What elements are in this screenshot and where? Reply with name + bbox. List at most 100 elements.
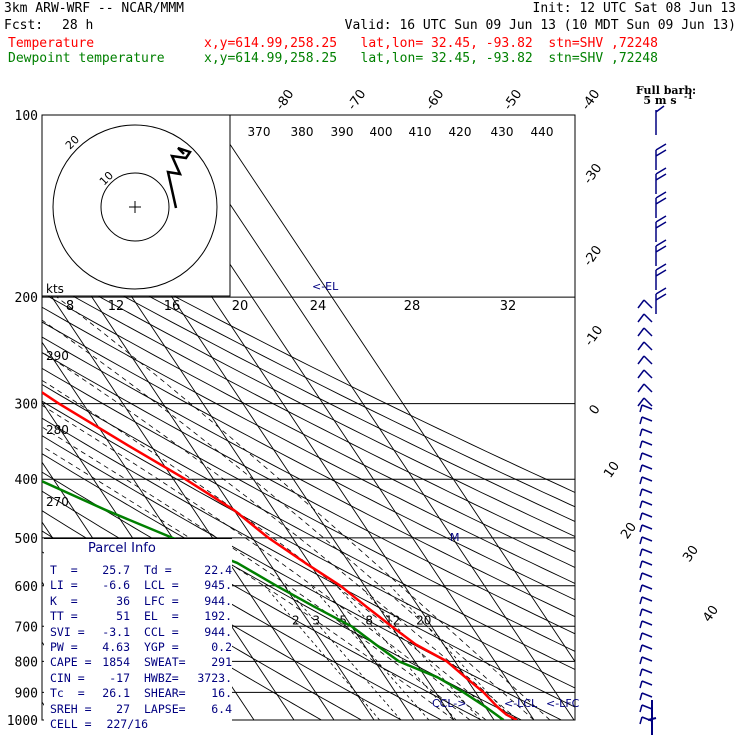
wind-barb [639,500,653,509]
dry-adiabat [42,336,575,618]
wind-barb [637,369,653,379]
wind-barbs [637,105,667,735]
wind-barb [637,341,653,351]
wind-barb [639,680,653,689]
temperature-location: x,y=614.99,258.25 lat,lon= 32.45, -93.82… [204,36,658,51]
dry-adiabat [42,278,575,553]
isotherm-right-label: 40 [700,603,722,625]
parcel-stat-label: EL = [144,609,179,624]
pressure-label: 900 [15,686,38,701]
wind-barb [655,263,667,290]
parcel-stat-label: SHEAR= [144,686,186,701]
barb-legend-title: Full barb: [636,84,696,97]
isotherm-line [210,115,575,663]
parcel-stat-value: 192. [204,609,232,624]
pressure-label: 600 [15,580,38,595]
parcel-info-panel: Parcel Info T = 25.7 Td = 22.4 LI = -6.6 LCL =… [44,538,232,731]
wind-barb [639,596,653,605]
dry-adiabat [42,237,575,508]
wind-barb [639,560,653,569]
wind-barb [647,700,657,735]
isotherm-line [42,281,335,720]
parcel-stat-value: 6.4 [211,701,232,716]
parcel-stat-label: CIN = [50,670,85,685]
parcel-row: CIN = -17 HWBZ= 3723. [50,671,232,686]
pressure-label: 800 [15,655,38,670]
mixing-ratio-line [284,585,402,720]
theta-label: 420 [449,125,472,139]
dry-adiabat [42,417,575,708]
wind-barb [639,428,653,437]
parcel-stat-value: 227/16 [106,717,148,731]
hodograph-speed-label: 32 [500,299,517,314]
theta-label: 430 [491,125,514,139]
isotherm-top-label: -60 [423,87,447,113]
moist-adiabat [56,296,551,720]
wind-barb [655,215,667,242]
hodograph-speed-label: 28 [404,299,421,314]
parcel-stat-value: 25.7 [102,563,130,577]
hodograph-speed-label: 8 [66,299,74,314]
isotherm-right-label: -20 [581,243,605,269]
wind-barb [639,404,653,413]
wind-barb [639,488,653,497]
dewpoint-location: x,y=614.99,258.25 lat,lon= 32.45, -93.82… [204,51,658,66]
parcel-row: CELL = 227/16 [50,717,232,732]
parcel-stat-label: LAPSE= [144,701,186,716]
isotherm-right-label: 10 [601,459,623,481]
parcel-row: CAPE = 1854 SWEAT= 291 [50,655,232,670]
wind-barb [639,512,653,521]
wind-barb [639,572,653,581]
mixing-ratio-label: 8 [365,613,373,627]
hodograph-speed-label: 24 [310,299,327,314]
wind-barb [637,327,653,337]
theta-label: 370 [248,125,271,139]
parcel-stat-value: 27 [116,701,130,716]
isotherm-line [42,221,375,720]
parcel-stat-label: Tc = [50,686,85,701]
init-time: Init: 12 UTC Sat 08 Jun 13 [532,1,737,16]
valid-time: Valid: 16 UTC Sun 09 Jun 13 (10 MDT Sun … [344,18,736,33]
wind-barb [639,548,653,557]
parcel-stat-value: -3.1 [102,624,130,639]
pressure-label: 500 [15,532,38,547]
moist-adiabat [42,426,471,720]
wind-barb [639,620,653,629]
barb-legend-value: 5 m s [643,94,676,107]
model-title: 3km ARW-WRF -- NCAR/MMM [4,1,185,16]
isotherm-right-label: 0 [587,402,604,417]
wind-barb [655,167,667,194]
parcel-stat-value: 944. [204,593,232,608]
isotherm-top-label: -80 [273,87,297,113]
parcel-row: TT = 51 EL = 192. [50,609,232,624]
moist-adiabat [42,351,519,720]
isotherm-line [170,115,575,720]
wind-barb [637,299,653,309]
parcel-row: SVI = -3.1 CCL = 944. [50,625,232,640]
mixing-level-marker: M [450,531,460,544]
moist-adiabat [42,379,503,720]
temperature-legend: Temperature [8,36,95,51]
parcel-stat-value: 291 [211,655,232,670]
hodograph-speed-label: 12 [108,299,125,314]
dry-adiabat [42,383,575,670]
isotherm-right-label: 20 [618,520,640,542]
wind-barb [639,656,653,665]
parcel-stat-label: K = [50,593,78,608]
isotherm-top-label: -40 [579,87,603,113]
wind-barb [655,239,667,266]
parcel-row: SREH = 27 LAPSE= 6.4 [50,702,232,717]
wind-barb [639,452,653,461]
mixing-ratio-line [264,585,380,720]
parcel-stat-label: YGP = [144,640,179,654]
wind-barb [655,191,667,218]
hodograph-ring [52,124,218,290]
theta-label: 380 [291,125,314,139]
theta-label: 410 [409,125,432,139]
parcel-stat-label: SREH = [50,701,92,716]
parcel-stat-value: 944. [204,624,232,639]
mixing-ratio-label: 2 [292,613,300,627]
pressure-label: 200 [15,291,38,306]
parcel-stat-value: -17 [109,670,130,685]
wind-barb [639,440,653,449]
